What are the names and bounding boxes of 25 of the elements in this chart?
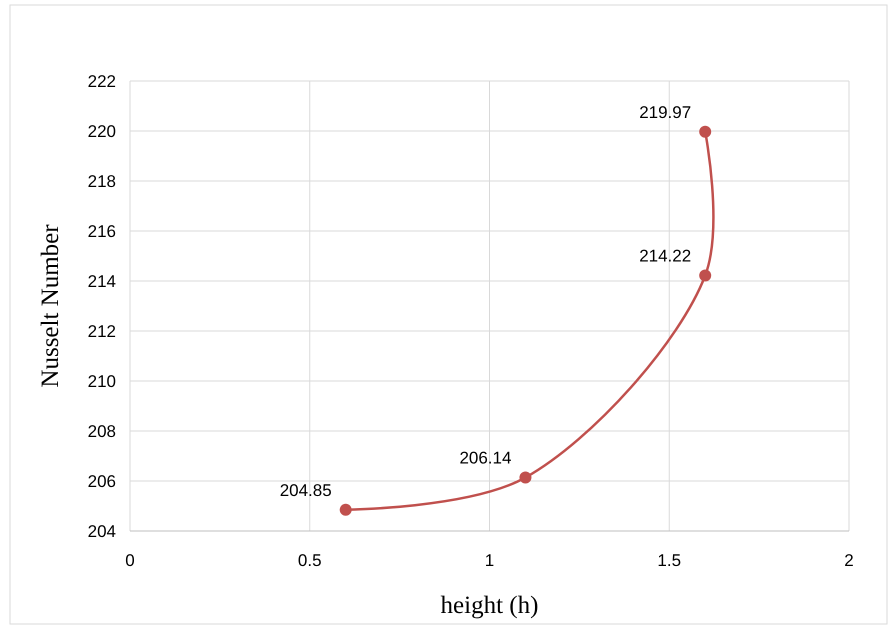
y-tick-label: 216 bbox=[88, 222, 116, 241]
x-tick-label: 0 bbox=[125, 551, 135, 570]
x-tick-label: 0.5 bbox=[298, 551, 322, 570]
point bbox=[340, 504, 352, 516]
y-tick-label: 222 bbox=[88, 72, 116, 91]
point bbox=[699, 270, 712, 282]
data-label: 206.14 bbox=[459, 448, 512, 468]
x-tick-label: 2 bbox=[844, 551, 854, 570]
data-label: 219.97 bbox=[639, 102, 692, 122]
y-tick-label: 220 bbox=[88, 122, 116, 141]
data-label: 214.22 bbox=[639, 246, 692, 266]
y-tick-label: 214 bbox=[88, 272, 116, 291]
point bbox=[519, 472, 532, 484]
y-tick-label: 204 bbox=[88, 522, 116, 541]
y-tick-label: 208 bbox=[88, 422, 116, 441]
x-tick-label: 1.5 bbox=[657, 551, 682, 570]
y-axis-title: Nusselt Number bbox=[37, 224, 64, 388]
y-tick-label: 206 bbox=[88, 472, 116, 491]
x-axis-title: height (h) bbox=[440, 592, 538, 619]
x-tick-label: 1 bbox=[484, 551, 494, 570]
point bbox=[699, 126, 712, 138]
data-label: 204.85 bbox=[280, 480, 332, 500]
y-tick-label: 218 bbox=[88, 172, 116, 191]
y-tick-label: 210 bbox=[88, 372, 116, 391]
y-tick-label: 212 bbox=[88, 322, 116, 341]
